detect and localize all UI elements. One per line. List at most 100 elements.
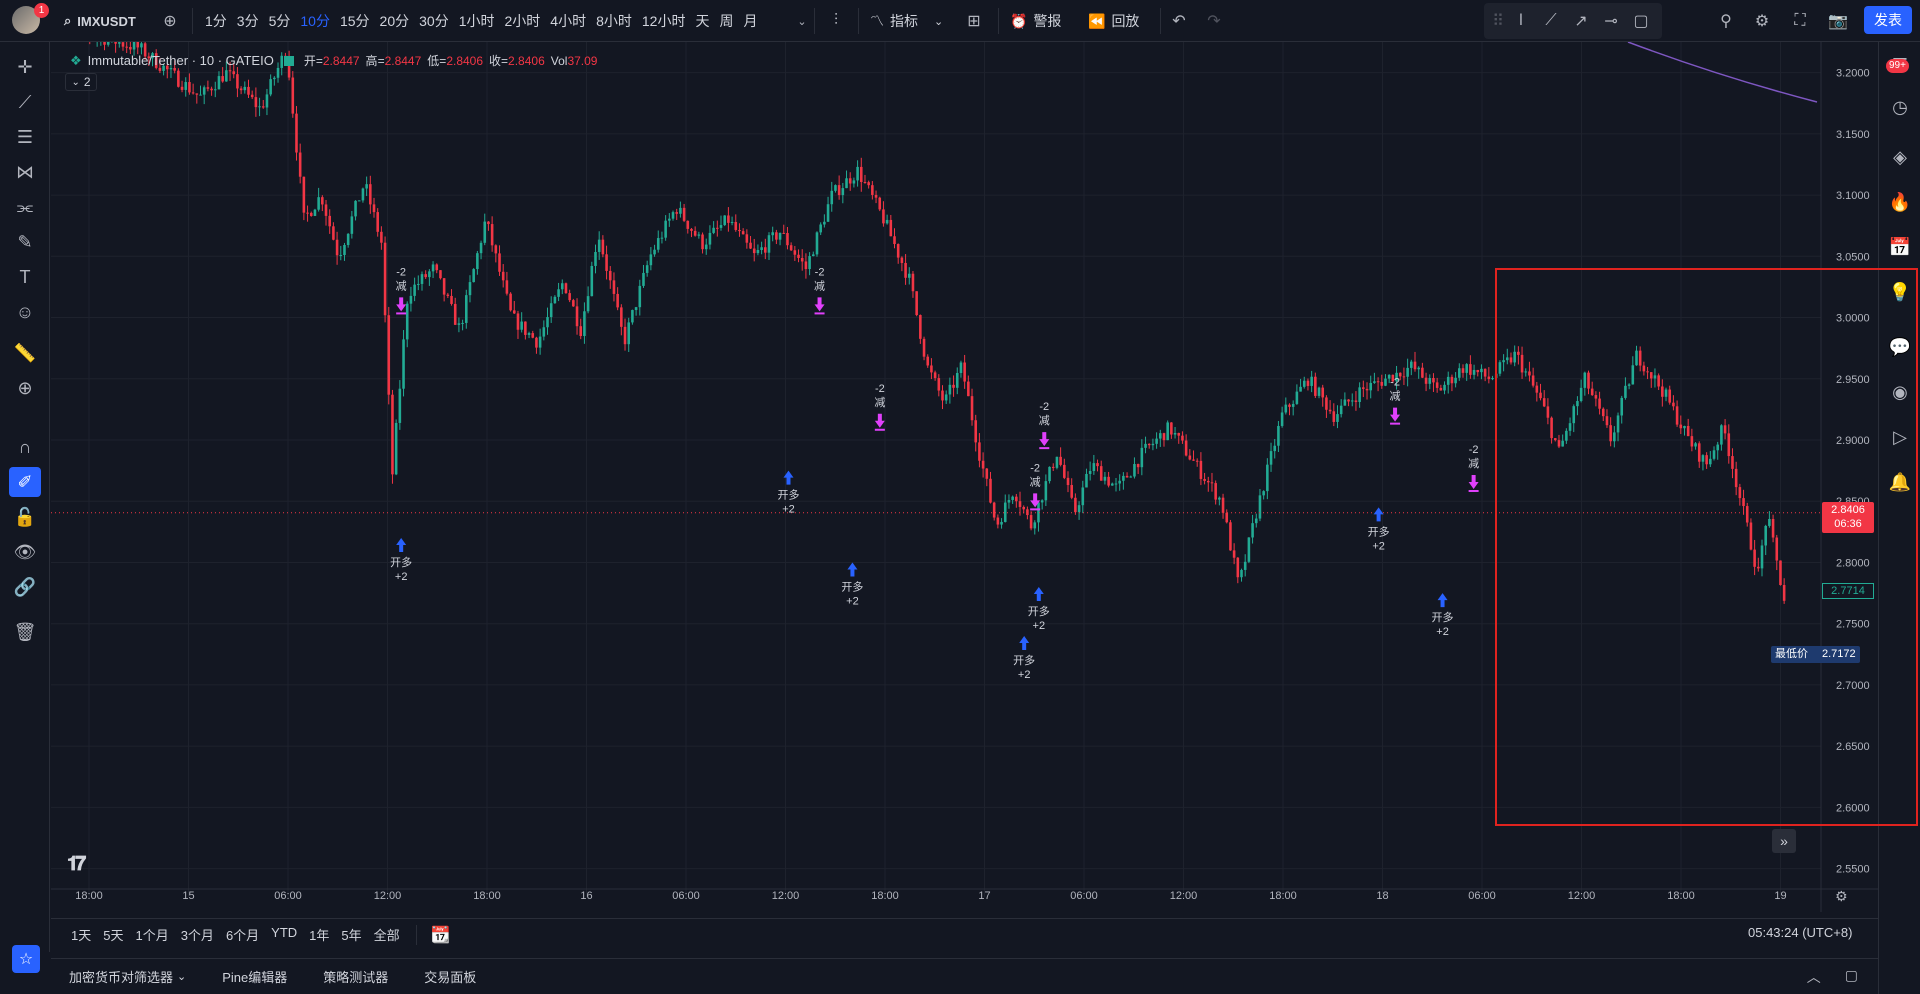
interval-11[interactable]: 12小时 [641, 13, 686, 29]
eye-icon[interactable]: 👁 [13, 541, 37, 562]
trend-line-icon[interactable]: ⟋ [18, 91, 32, 112]
interval-4[interactable]: 15分 [339, 13, 370, 29]
arrow-down-icon [1039, 432, 1050, 447]
replay-button[interactable]: ⏪ 回放 [1088, 8, 1139, 34]
pattern-icon[interactable]: ⋈ [16, 161, 34, 182]
legend-title[interactable]: Immutable/Tether · 10 · GATEIO [87, 53, 274, 68]
trend-line-icon[interactable]: ⟋ [1545, 12, 1557, 29]
range-1[interactable]: 5天 [103, 928, 124, 943]
interval-0[interactable]: 1分 [205, 13, 227, 29]
candle-body [1081, 487, 1085, 506]
candle-body [697, 234, 701, 236]
link-icon[interactable]: 🔗 [13, 576, 37, 597]
crosshair-icon[interactable]: ✛ [17, 56, 33, 77]
range-0[interactable]: 1天 [71, 928, 92, 943]
range-2[interactable]: 1个月 [135, 928, 169, 943]
candle-body [306, 212, 309, 214]
brush-icon[interactable]: ✎ [17, 231, 33, 252]
candle-body [856, 166, 859, 181]
streams-icon[interactable]: ◉ [1892, 381, 1908, 402]
interval-3[interactable]: 10分 [300, 13, 330, 29]
moving-average-line [1627, 42, 1818, 103]
alerts-clock-icon[interactable]: ◷ [1892, 96, 1908, 117]
magnet-icon[interactable]: ∩ [18, 436, 32, 457]
interval-7[interactable]: 1小时 [458, 13, 495, 29]
bell-icon[interactable]: 🔔 [1888, 471, 1912, 492]
collapse-icon[interactable]: ︿ [1806, 969, 1821, 985]
stay-drawing-icon[interactable]: ✐ [9, 467, 41, 497]
zoom-in-icon[interactable]: ⊕ [17, 377, 33, 398]
price-chart[interactable]: 3.2000 3.1500 3.1000 3.0500 3.0000 2.9500 2.90… [51, 42, 1878, 912]
candle-type-icon[interactable]: ⫶ [833, 12, 838, 29]
interval-8[interactable]: 2小时 [504, 13, 541, 29]
candle-body [560, 283, 564, 290]
scroll-to-realtime-button[interactable]: » [1772, 829, 1796, 853]
timezone-clock[interactable]: 05:43:24 (UTC+8) [1748, 925, 1853, 940]
axis-settings-gear-icon[interactable]: ⚙ [1835, 888, 1848, 904]
prediction-icon[interactable]: ⫘ [16, 196, 34, 217]
range-3[interactable]: 3个月 [180, 928, 214, 943]
text-icon[interactable]: T [19, 266, 31, 287]
redo-icon[interactable]: ↷ [1207, 13, 1221, 30]
settings-gear-icon[interactable]: ⚙ [1754, 13, 1770, 30]
interval-10[interactable]: 8小时 [596, 13, 632, 29]
candle-body [601, 239, 605, 255]
broadcast-icon[interactable]: ▷ [1893, 426, 1907, 447]
range-8[interactable]: 全部 [373, 928, 400, 943]
chevron-down-icon[interactable]: ⌄ [797, 15, 807, 28]
bottom-tab-0[interactable]: 加密货币对筛选器 ⌄ [69, 970, 187, 985]
calendar-icon[interactable]: 📅 [1888, 236, 1912, 257]
candle-body [1350, 400, 1354, 402]
fib-lines-icon[interactable]: ☰ [16, 126, 34, 147]
interval-13[interactable]: 周 [719, 13, 734, 29]
interval-9[interactable]: 4小时 [550, 13, 587, 29]
signal-label: 开多 [1028, 604, 1050, 618]
hotlist-flame-icon[interactable]: 🔥 [1888, 191, 1912, 212]
interval-1[interactable]: 3分 [236, 13, 259, 29]
bottom-tab-3[interactable]: 交易面板 [424, 970, 477, 985]
lock-icon[interactable]: 🔓 [13, 506, 37, 527]
chat-icon[interactable]: 💬 [1888, 336, 1912, 357]
bottom-tab-2[interactable]: 策略测试器 [323, 970, 389, 985]
interval-6[interactable]: 30分 [419, 13, 449, 29]
layout-grid-icon[interactable]: ⊞ [967, 13, 981, 30]
range-5[interactable]: YTD [271, 925, 298, 940]
layers-icon[interactable]: ◈ [1893, 146, 1907, 167]
time-tick-label: 06:00 [1468, 890, 1496, 902]
ray-icon[interactable]: ↗ [1574, 13, 1588, 30]
drag-handle-icon[interactable]: ⠿ [1492, 13, 1504, 30]
ruler-icon[interactable]: 📏 [13, 342, 37, 363]
interval-2[interactable]: 5分 [268, 13, 291, 29]
publish-button[interactable]: 发表 [1864, 6, 1912, 34]
candle-body [1395, 372, 1398, 382]
interval-12[interactable]: 天 [695, 13, 710, 29]
candle-body [1048, 466, 1051, 482]
ideas-bulb-icon[interactable]: 💡 [1888, 281, 1912, 302]
bottom-tab-1[interactable]: Pine编辑器 [222, 970, 288, 985]
compare-add-icon[interactable]: ⊕ [163, 13, 177, 30]
candle-body [782, 232, 786, 234]
interval-14[interactable]: 月 [743, 13, 758, 29]
quick-search-icon[interactable]: ⚲ [1720, 13, 1732, 30]
interval-5[interactable]: 20分 [379, 13, 410, 29]
camera-icon[interactable]: 📷 [1828, 13, 1848, 30]
horizontal-ray-icon[interactable]: ⊸ [1604, 13, 1618, 30]
rectangle-icon[interactable]: ▢ [1633, 13, 1649, 30]
vertical-line-icon[interactable]: ǀ [1518, 12, 1524, 29]
maximize-icon[interactable]: ▢ [1844, 967, 1858, 983]
emoji-icon[interactable]: ☺ [15, 301, 35, 322]
favorites-star-icon[interactable]: ☆ [12, 945, 40, 973]
range-6[interactable]: 1年 [309, 928, 330, 943]
divider [192, 8, 193, 34]
candle-body [623, 326, 627, 345]
range-4[interactable]: 6个月 [225, 928, 260, 943]
fullscreen-icon[interactable]: ⛶ [1794, 12, 1806, 29]
goto-date-calendar-icon[interactable]: 📆 [430, 926, 451, 944]
indicators-button[interactable]: 〽 指标 ⌄ [870, 8, 943, 34]
undo-icon[interactable]: ↶ [1172, 13, 1186, 30]
indicator-toggle[interactable]: ⌄ 2 [65, 73, 97, 91]
alert-button[interactable]: ⏰ 警报 [1010, 8, 1061, 34]
trash-icon[interactable]: 🗑 [13, 621, 37, 642]
symbol-search[interactable]: ⌕ IMXUSDT [64, 8, 136, 34]
range-7[interactable]: 5年 [341, 928, 362, 943]
